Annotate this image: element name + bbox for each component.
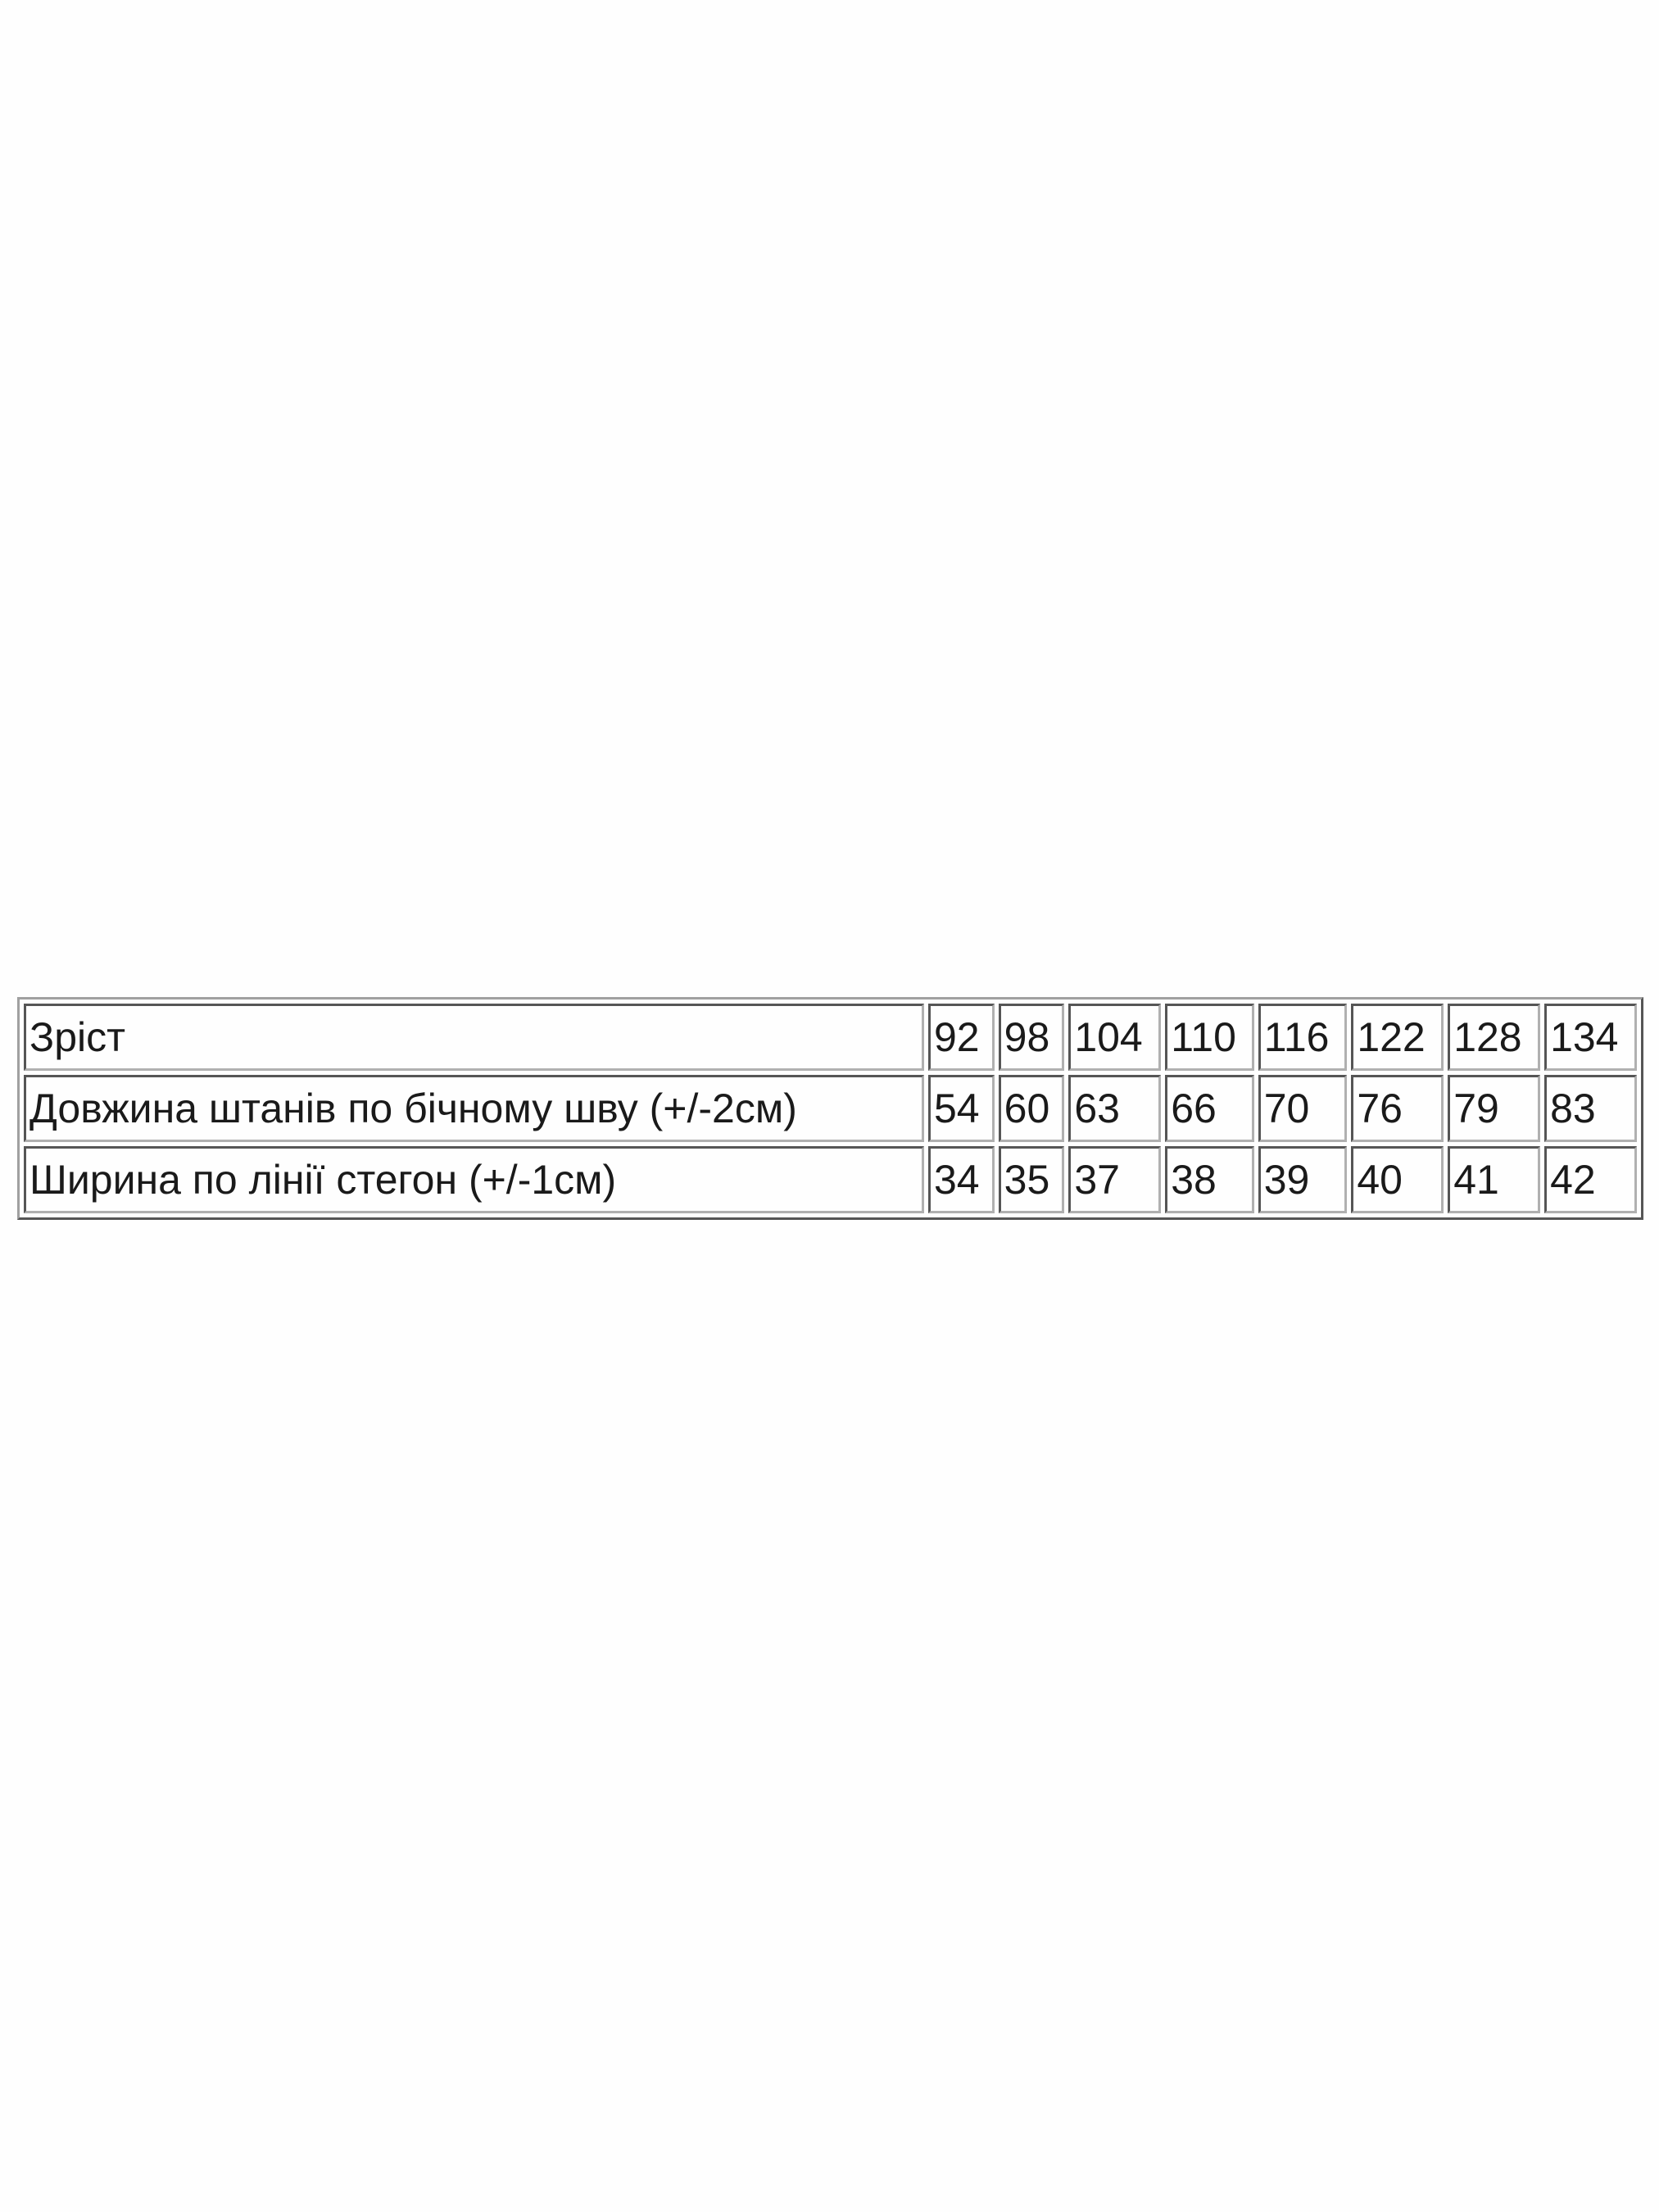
table-cell: 37 [1068,1146,1162,1213]
row-label: Ширина по лінії стегон (+/-1см) [24,1146,924,1213]
table-cell: 122 [1351,1004,1444,1071]
table-cell: 60 [998,1075,1065,1142]
table-cell: 70 [1258,1075,1348,1142]
table-cell: 98 [998,1004,1065,1071]
table-cell: 34 [928,1146,995,1213]
table-cell: 110 [1165,1004,1254,1071]
table-cell: 35 [998,1146,1065,1213]
table-cell: 116 [1258,1004,1348,1071]
table-cell: 92 [928,1004,995,1071]
table-cell: 134 [1544,1004,1637,1071]
table-cell: 42 [1544,1146,1637,1213]
table-cell: 39 [1258,1146,1348,1213]
table-cell: 54 [928,1075,995,1142]
row-label: Довжина штанів по бічному шву (+/-2см) [24,1075,924,1142]
size-table: Зріст 92 98 104 110 116 122 128 134 Довжина штані… [17,997,1643,1220]
table-cell: 76 [1351,1075,1444,1142]
table-row: Ширина по лінії стегон (+/-1см) 34 35 37 38 3… [24,1146,1637,1213]
table-cell: 128 [1448,1004,1541,1071]
table-cell: 38 [1165,1146,1254,1213]
table-cell: 79 [1448,1075,1541,1142]
table-cell: 66 [1165,1075,1254,1142]
table-cell: 40 [1351,1146,1444,1213]
table-cell: 63 [1068,1075,1162,1142]
table-cell: 83 [1544,1075,1637,1142]
row-label: Зріст [24,1004,924,1071]
table-row: Зріст 92 98 104 110 116 122 128 134 [24,1004,1637,1071]
table-cell: 104 [1068,1004,1162,1071]
table-cell: 41 [1448,1146,1541,1213]
table-row: Довжина штанів по бічному шву (+/-2см) 54… [24,1075,1637,1142]
